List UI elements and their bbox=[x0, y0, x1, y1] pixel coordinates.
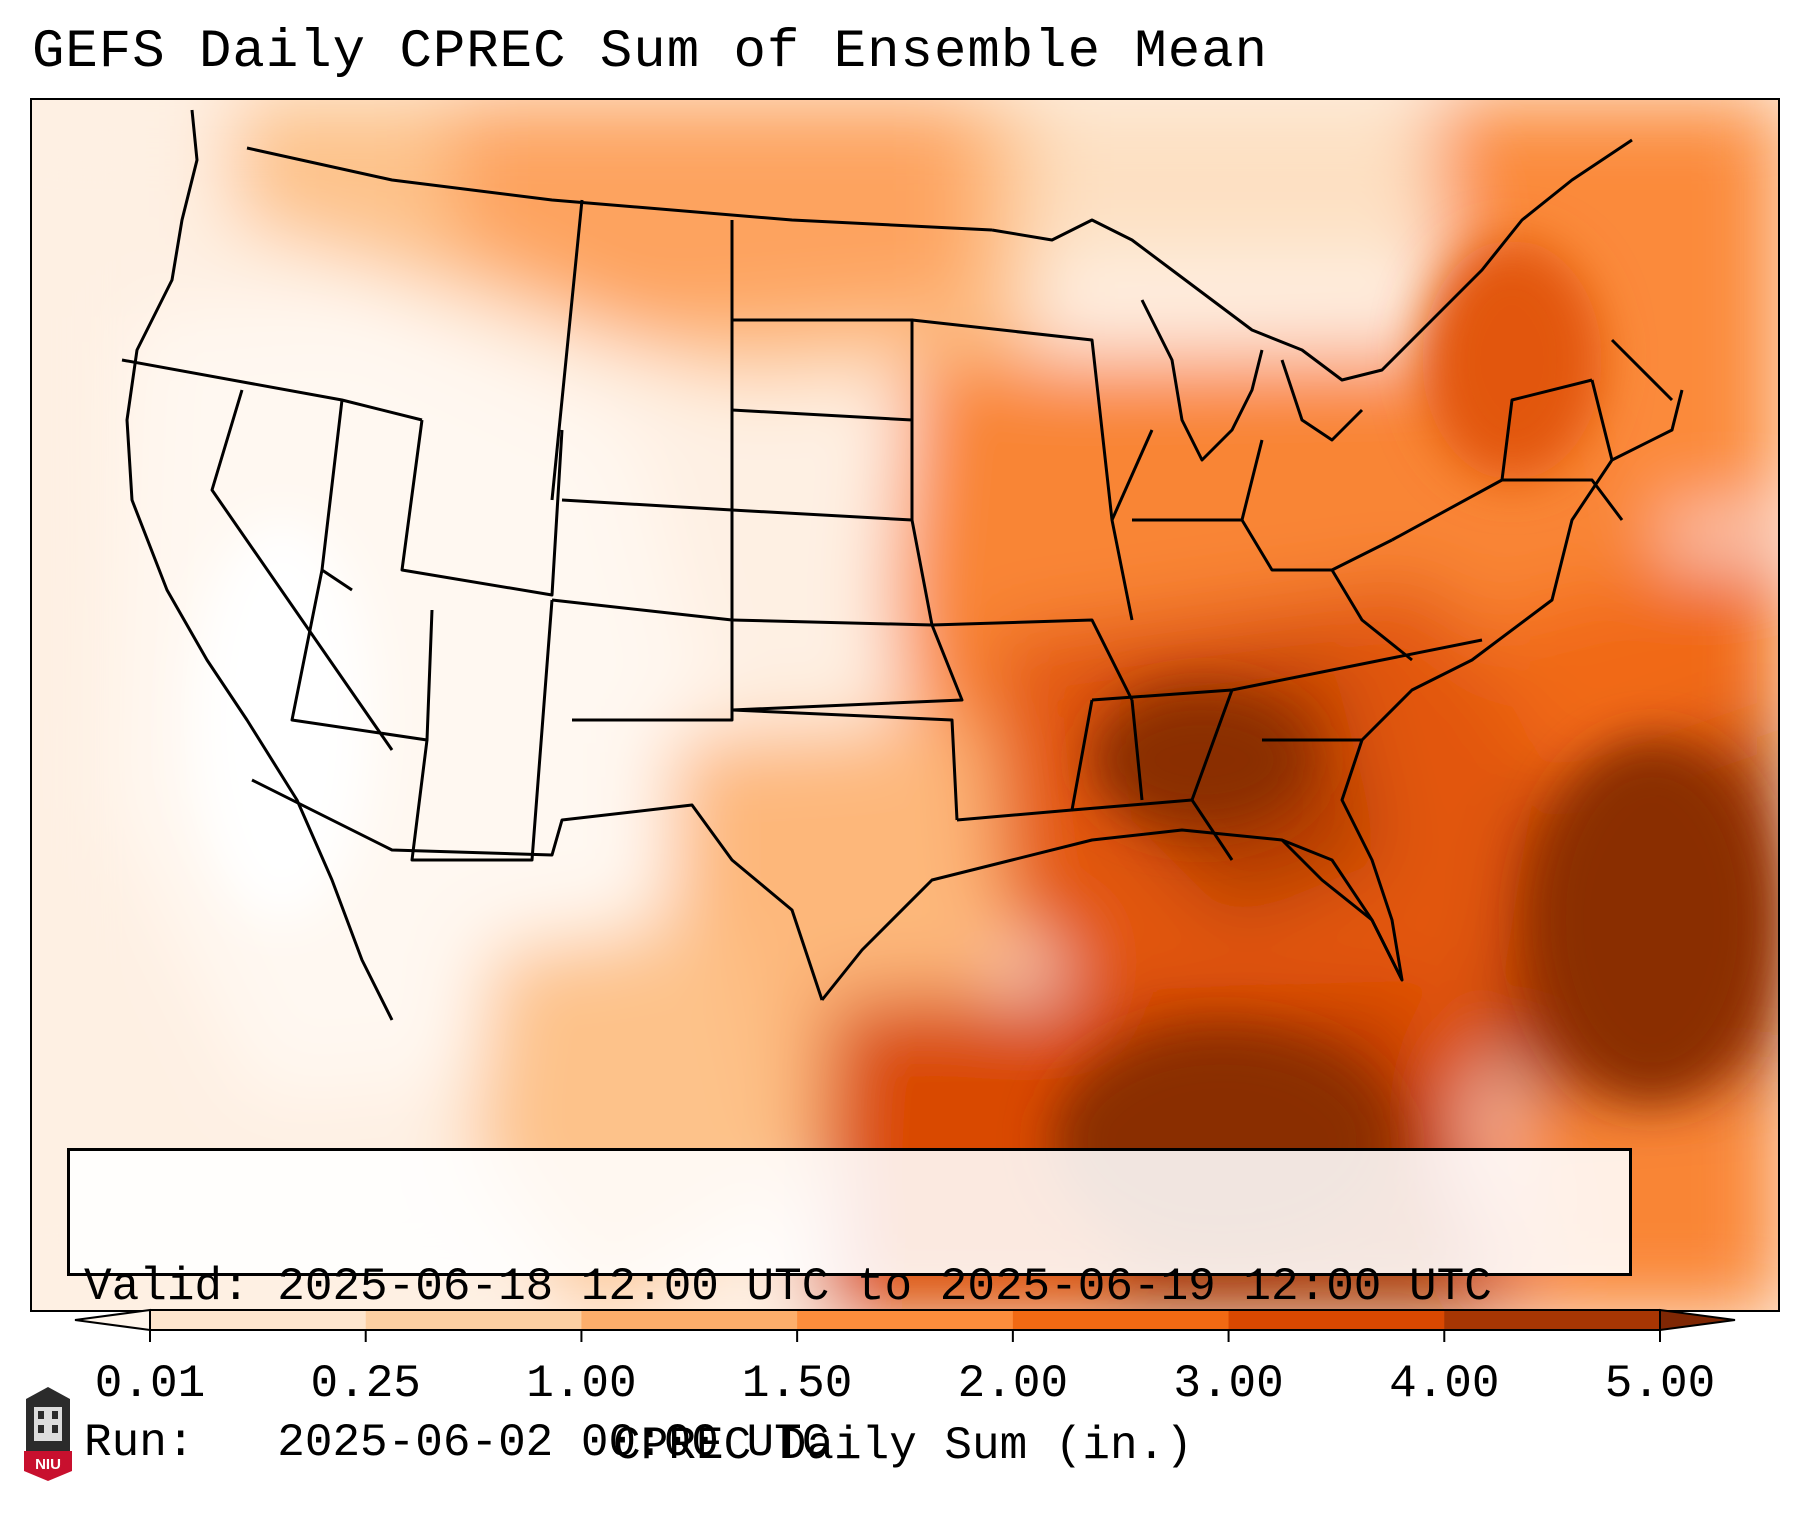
colorbar-tick-label: 4.00 bbox=[1389, 1358, 1500, 1410]
colorbar-extend-high bbox=[1659, 1308, 1736, 1332]
colorbar-segment bbox=[797, 1310, 1014, 1330]
precip-field bbox=[32, 100, 1778, 1310]
colorbar-segment bbox=[581, 1310, 798, 1330]
colorbar-title: CPREC Daily Sum (in.) bbox=[613, 1420, 1193, 1472]
niu-seal-icon: NIU bbox=[24, 1387, 72, 1481]
colorbar-segment bbox=[1444, 1310, 1661, 1330]
colorbar-tick-label: 2.00 bbox=[957, 1358, 1069, 1410]
precip-map bbox=[30, 98, 1780, 1312]
colorbar-tick-label: 1.50 bbox=[741, 1358, 853, 1410]
colorbar-tick-label: 3.00 bbox=[1173, 1358, 1284, 1410]
colorbar bbox=[74, 1308, 1736, 1342]
colorbar-tick-label: 0.25 bbox=[310, 1358, 421, 1410]
logo-text: NIU bbox=[35, 1456, 61, 1473]
run-time-text: Run: 2025-06-02 00:00 UTC bbox=[84, 1417, 830, 1469]
colorbar-segment bbox=[150, 1310, 367, 1330]
map-title: GEFS Daily CPREC Sum of Ensemble Mean bbox=[32, 22, 1268, 83]
colorbar-tick-label: 0.01 bbox=[94, 1358, 206, 1410]
colorbar-tick-label: 5.00 bbox=[1604, 1358, 1716, 1410]
colorbar-segment bbox=[365, 1310, 582, 1330]
valid-time-text: Valid: 2025-06-18 12:00 UTC to 2025-06-1… bbox=[84, 1261, 1492, 1313]
colorbar-segment bbox=[1228, 1310, 1445, 1330]
colorbar-segment bbox=[1012, 1310, 1230, 1330]
colorbar-tick-label: 1.00 bbox=[526, 1358, 637, 1410]
colorbar-extend-low bbox=[74, 1308, 151, 1332]
state-borders bbox=[121, 109, 1684, 1021]
validity-info-box: Valid: 2025-06-18 12:00 UTC to 2025-06-1… bbox=[67, 1148, 1632, 1469]
